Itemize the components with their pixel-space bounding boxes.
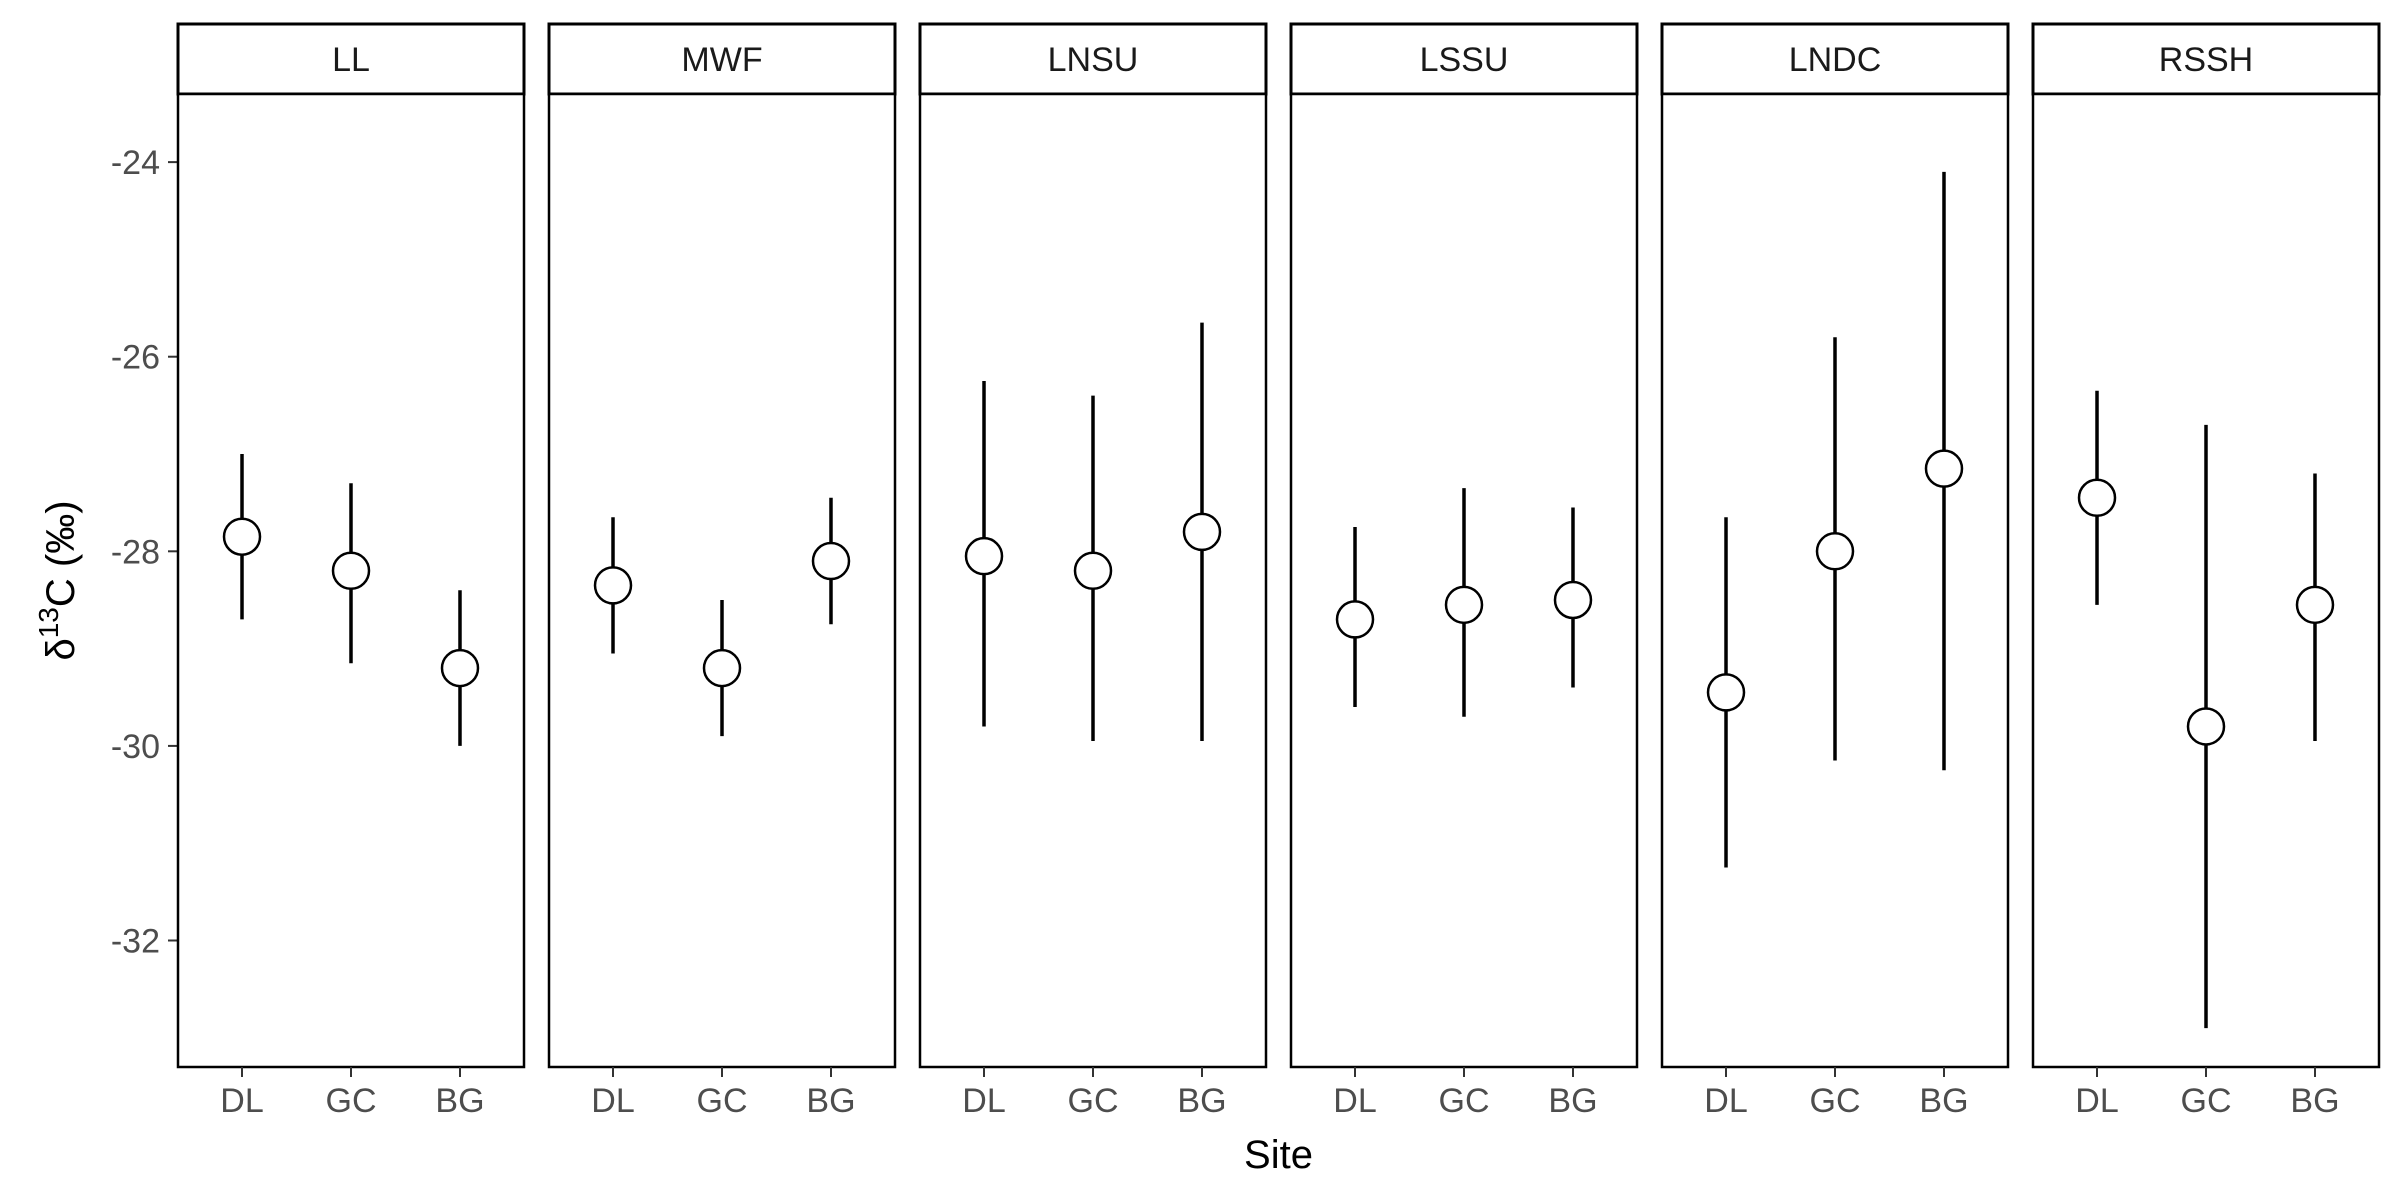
- x-tick-label: DL: [1333, 1082, 1376, 1120]
- data-point: [1706, 673, 1746, 712]
- facet-strip: [918, 22, 1268, 96]
- x-tick-label: DL: [962, 1082, 1005, 1120]
- data-point: [964, 536, 1004, 576]
- y-tick-label: -28: [111, 533, 160, 571]
- data-point: [1815, 532, 1855, 571]
- x-tick-label: GC: [2181, 1082, 2232, 1120]
- data-point: [1182, 512, 1222, 552]
- x-tick-label: GC: [1810, 1082, 1861, 1120]
- y-tick-label: -26: [111, 339, 160, 377]
- y-tick-label: -24: [111, 144, 160, 182]
- x-tick-label: GC: [1068, 1082, 1119, 1120]
- data-point: [2186, 707, 2226, 746]
- facet-mwf: MWF DL GC BG: [547, 22, 897, 1120]
- x-tick-label: GC: [326, 1082, 377, 1120]
- x-tick-label: GC: [1439, 1082, 1490, 1120]
- data-point: [440, 648, 480, 688]
- y-tick-label: -32: [111, 923, 160, 961]
- data-point: [222, 517, 262, 556]
- x-tick-label: DL: [220, 1082, 263, 1120]
- x-tick-label: GC: [697, 1082, 748, 1120]
- x-tick-label: BG: [1177, 1082, 1226, 1120]
- facet-lnsu: LNSU DL GC BG: [918, 22, 1268, 1120]
- facet-strip: [1660, 22, 2010, 96]
- data-point: [1335, 600, 1375, 639]
- y-axis-title: δ13C (‰): [33, 500, 83, 660]
- facet-strip: [1289, 22, 1639, 96]
- facet-ll: LL DL GC BG: [176, 22, 526, 1120]
- y-axis-title-superscript: 13: [33, 607, 64, 638]
- facet-strip: [176, 22, 526, 96]
- x-tick-label: BG: [1919, 1082, 1968, 1120]
- facet-rssh: RSSH DL GC BG: [2031, 22, 2381, 1120]
- data-point: [2077, 478, 2117, 518]
- data-point: [702, 648, 742, 688]
- data-point: [331, 551, 371, 591]
- facet-strip: [547, 22, 897, 96]
- x-tick-label: DL: [2075, 1082, 2118, 1120]
- x-tick-label: DL: [1704, 1082, 1747, 1120]
- data-point: [1444, 585, 1484, 625]
- data-point: [811, 541, 851, 581]
- facet-strip-label: LNDC: [1789, 41, 1882, 79]
- facet-lssu: LSSU DL GC BG: [1289, 22, 1639, 1120]
- facet-strip-label: LNSU: [1048, 41, 1139, 79]
- facet-strip-label: LL: [332, 41, 370, 79]
- x-tick-label: DL: [591, 1082, 634, 1120]
- facet-lndc: LNDC DL GC BG: [1660, 22, 2010, 1120]
- facet-strip-label: RSSH: [2159, 41, 2253, 79]
- data-point: [1924, 449, 1964, 488]
- x-tick-label: BG: [435, 1082, 484, 1120]
- x-tick-label: BG: [2290, 1082, 2339, 1120]
- y-tick-label: -30: [111, 728, 160, 766]
- y-axis-title-suffix: C (‰): [39, 500, 83, 607]
- data-point: [1553, 580, 1593, 620]
- facet-strip-label: MWF: [681, 41, 762, 79]
- facet-strip: [2031, 22, 2381, 96]
- y-axis: -24 -26 -28 -30 -32: [111, 144, 178, 961]
- data-point: [593, 566, 633, 605]
- x-tick-label: BG: [806, 1082, 855, 1120]
- data-point: [1073, 551, 1113, 591]
- x-tick-label: BG: [1548, 1082, 1597, 1120]
- y-axis-title-prefix: δ: [39, 638, 83, 660]
- x-axis-title: Site: [1244, 1133, 1313, 1177]
- facet-strip-label: LSSU: [1420, 41, 1509, 79]
- data-point: [2295, 585, 2335, 625]
